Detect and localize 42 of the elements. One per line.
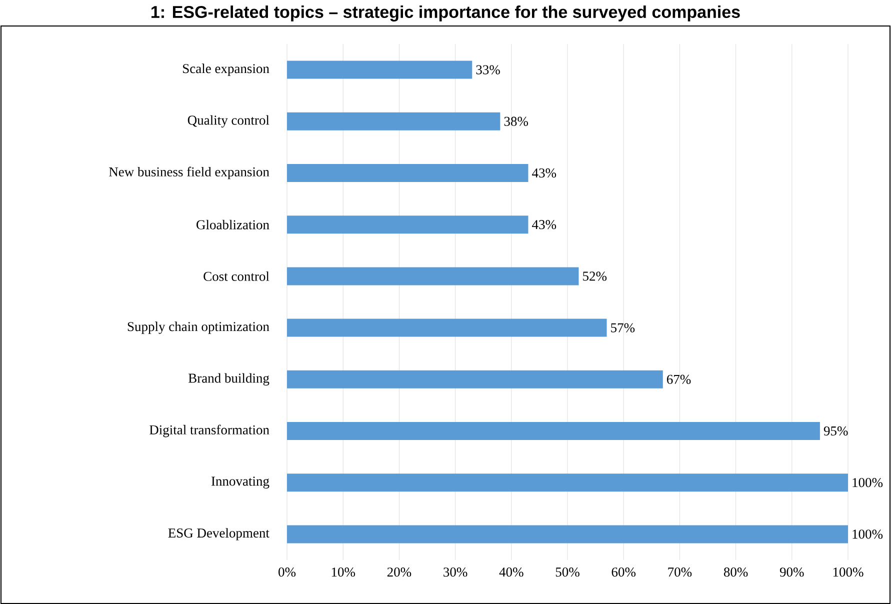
- y-tick-label: Brand building: [188, 373, 270, 386]
- x-tick-label: 70%: [668, 568, 692, 577]
- y-tick-label: New business field expansion: [109, 166, 270, 180]
- x-tick-label: 40%: [499, 568, 524, 577]
- x-tick-label: 10%: [332, 568, 356, 577]
- x-tick-label: 20%: [387, 568, 412, 577]
- bar: [287, 164, 528, 182]
- bar: [287, 474, 848, 492]
- data-label: 100%: [852, 478, 883, 488]
- data-label: 43%: [532, 220, 556, 230]
- y-tick-label: Quality control: [188, 115, 270, 128]
- bar: [287, 60, 472, 79]
- bar: [287, 422, 820, 440]
- bar: [287, 318, 607, 337]
- data-label: 33%: [476, 65, 500, 74]
- data-label: 95%: [824, 426, 848, 436]
- y-tick-label: ESG Development: [168, 528, 270, 540]
- bar: [287, 370, 663, 388]
- data-label: 100%: [852, 530, 883, 539]
- bar: [287, 267, 579, 286]
- x-tick-label: 90%: [780, 568, 804, 577]
- x-tick-label: 80%: [724, 568, 748, 577]
- bar: [287, 525, 848, 544]
- x-tick-label: 0%: [278, 568, 296, 577]
- data-label: 38%: [504, 116, 528, 126]
- x-tick-label: 30%: [444, 568, 468, 577]
- y-tick-label: Digital transformation: [150, 424, 270, 438]
- y-tick-label: Gloablization: [196, 220, 270, 230]
- y-tick-label: Cost control: [204, 271, 270, 281]
- data-label: 43%: [532, 168, 556, 178]
- y-tick-label: Innovating: [211, 476, 270, 489]
- data-label: 67%: [666, 374, 691, 384]
- chart-title: 1: ESG-related topics – strategic importance for the surveyed companies: [152, 6, 740, 22]
- y-tick-label: Scale expansion: [183, 64, 270, 76]
- x-tick-label: 50%: [556, 568, 580, 577]
- bar: [287, 216, 528, 234]
- x-tick-label: 60%: [612, 568, 636, 577]
- data-label: 57%: [611, 323, 635, 332]
- x-tick-label: 100%: [833, 568, 864, 577]
- y-tick-label: Supply chain optimization: [128, 322, 270, 334]
- data-label: 52%: [583, 272, 607, 281]
- bar: [287, 112, 500, 130]
